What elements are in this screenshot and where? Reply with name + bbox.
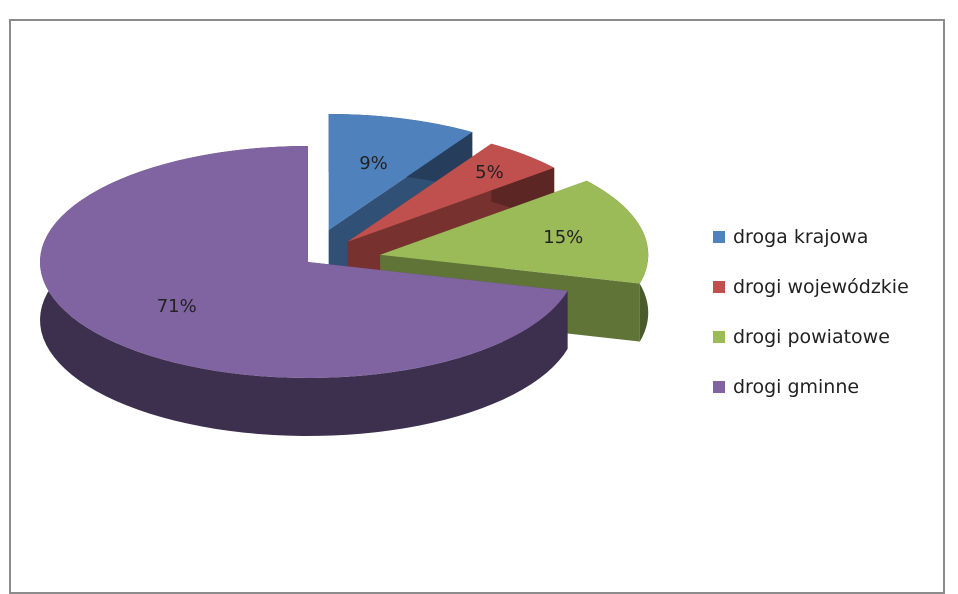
pie-top-layer [39,114,649,378]
legend-item-drogi-gminne: drogi gminne [713,362,909,412]
legend-label-droga-krajowa: droga krajowa [733,226,869,248]
pie-slice-drogi-wojewodzkie [347,143,555,242]
legend-swatch-drogi-gminne [713,381,725,393]
legend-label-drogi-gminne: drogi gminne [733,376,860,398]
pie-slice-drogi-powiatowe [380,180,649,284]
pie-chart: 9% 5% 15% 71% [39,114,649,436]
pie-slice-drogi-gminne [39,146,568,378]
legend-swatch-drogi-powiatowe [713,331,725,343]
pie-label-layer: 9% 5% 15% 71% [157,153,584,317]
legend-label-drogi-wojewodzkie: drogi wojewódzkie [733,276,909,298]
data-label-droga-krajowa: 9% [359,153,388,174]
data-label-drogi-gminne: 71% [157,296,197,317]
legend-item-drogi-powiatowe: drogi powiatowe [713,312,909,362]
legend: droga krajowa drogi wojewódzkie drogi po… [713,212,909,412]
legend-swatch-droga-krajowa [713,231,725,243]
legend-label-drogi-powiatowe: drogi powiatowe [733,326,890,348]
pie-slice-droga-krajowa [328,114,473,231]
data-label-drogi-powiatowe: 15% [543,227,583,248]
legend-item-drogi-wojewodzkie: drogi wojewódzkie [713,262,909,312]
legend-item-droga-krajowa: droga krajowa [713,212,909,262]
legend-swatch-drogi-wojewodzkie [713,281,725,293]
data-label-drogi-wojewodzkie: 5% [475,162,504,183]
